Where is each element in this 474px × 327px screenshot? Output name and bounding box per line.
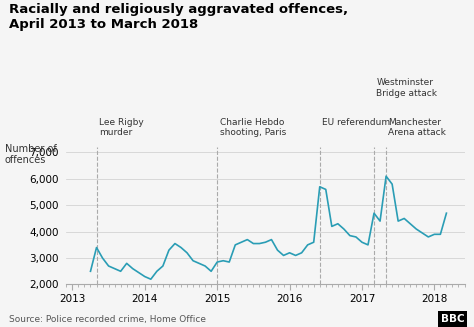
Text: Manchester
Arena attack: Manchester Arena attack <box>389 118 447 137</box>
Text: BBC: BBC <box>441 314 465 324</box>
Text: Westminster
Bridge attack: Westminster Bridge attack <box>376 78 438 98</box>
Text: EU referendum: EU referendum <box>322 118 390 127</box>
Text: Number of
offences: Number of offences <box>5 144 56 165</box>
Text: Racially and religiously aggravated offences,
April 2013 to March 2018: Racially and religiously aggravated offe… <box>9 3 348 31</box>
Text: Charlie Hebdo
shooting, Paris: Charlie Hebdo shooting, Paris <box>219 118 286 137</box>
Text: Source: Police recorded crime, Home Office: Source: Police recorded crime, Home Offi… <box>9 315 207 324</box>
Text: Lee Rigby
murder: Lee Rigby murder <box>99 118 144 137</box>
